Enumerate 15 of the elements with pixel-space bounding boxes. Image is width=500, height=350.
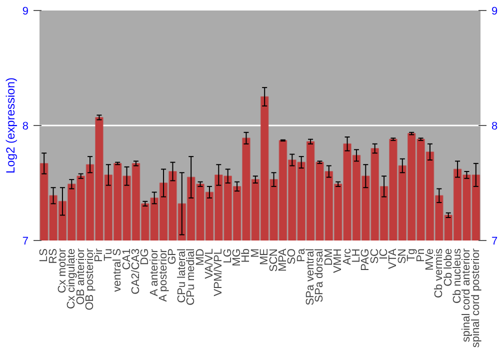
x-tick-label: CPu medial bbox=[185, 248, 198, 306]
y-tick-label: 9 bbox=[22, 6, 29, 18]
y-tick-label: 7 bbox=[22, 236, 29, 248]
x-tick-label: Tg bbox=[406, 248, 418, 262]
y-axis-title: Log2 (expression) bbox=[3, 77, 18, 174]
x-tick-label: SCN bbox=[268, 248, 280, 272]
x-tick-label: SN bbox=[396, 248, 408, 264]
x-tick-label: MVe bbox=[424, 248, 436, 271]
y2-tick-label: 8 bbox=[492, 120, 498, 132]
y2-tick-label: 7 bbox=[492, 236, 498, 248]
x-tick-label: RS bbox=[47, 248, 60, 264]
x-tick-label: Cb lobe bbox=[442, 248, 454, 286]
x-tick-label: OB anterior bbox=[74, 248, 87, 305]
y-tick-label: 8 bbox=[22, 120, 29, 132]
y2-tick-label: 9 bbox=[492, 6, 498, 18]
